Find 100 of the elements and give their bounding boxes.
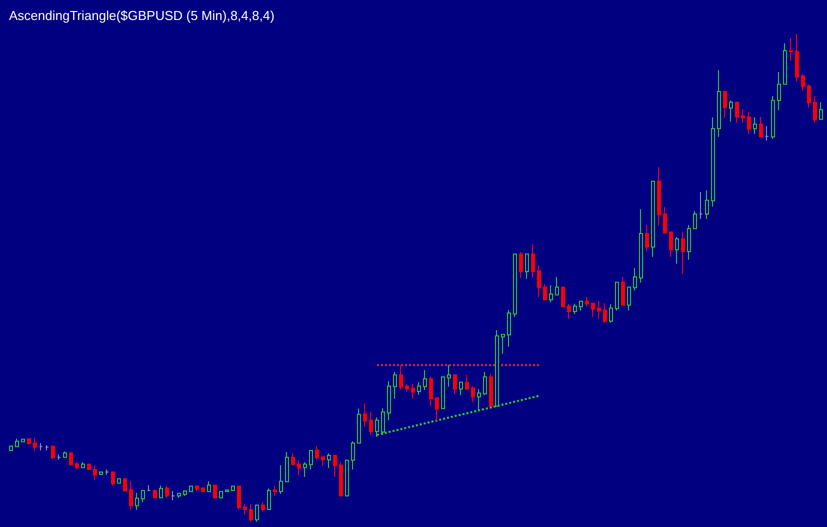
candlestick: [21, 438, 25, 442]
candlestick: [561, 286, 565, 308]
candlestick: [393, 371, 397, 400]
candlestick: [201, 488, 205, 492]
candlestick: [39, 442, 43, 451]
candlestick: [273, 486, 277, 496]
candlestick: [627, 286, 631, 312]
candlestick: [15, 438, 19, 448]
candlestick: [255, 504, 259, 522]
candlestick: [663, 206, 667, 234]
candlestick: [783, 42, 787, 85]
chart-title: AscendingTriangle($GBPUSD (5 Min),8,4,8,4): [9, 8, 274, 23]
candlestick: [759, 116, 763, 138]
candlestick: [363, 402, 367, 428]
candlestick: [27, 438, 31, 444]
candlestick: [153, 490, 157, 498]
candlestick: [819, 102, 823, 120]
candlestick: [657, 166, 661, 226]
candlestick: [423, 370, 427, 391]
candlestick: [555, 276, 559, 296]
candlestick: [351, 440, 355, 470]
candlestick: [303, 462, 307, 478]
candlestick: [345, 460, 349, 496]
candlestick: [243, 504, 247, 515]
candlestick: [567, 304, 571, 320]
candlestick: [669, 232, 673, 258]
candlestick: [609, 304, 613, 324]
candlestick: [429, 376, 433, 407]
candlestick: [141, 490, 145, 503]
candlestick: [183, 490, 187, 496]
candlestick: [633, 268, 637, 292]
candlestick: [441, 376, 445, 410]
candlestick: [159, 485, 163, 498]
candlestick: [675, 236, 679, 264]
candlestick: [771, 95, 775, 140]
candlestick: [699, 192, 703, 220]
candlestick: [111, 471, 115, 486]
candlestick: [129, 480, 133, 510]
candlestick: [213, 484, 217, 500]
candlestick: [117, 478, 121, 484]
candlestick: [189, 486, 193, 492]
candlestick: [33, 437, 37, 451]
candlestick: [501, 334, 505, 354]
candlestick: [705, 190, 709, 220]
candlestick: [723, 91, 727, 118]
candlestick: [747, 112, 751, 134]
candlestick: [51, 446, 55, 460]
candlestick: [207, 480, 211, 492]
candlestick: [327, 452, 331, 469]
candlestick: [621, 276, 625, 306]
candlestick: [465, 374, 469, 391]
candlestick: [399, 364, 403, 390]
candlestick: [483, 371, 487, 396]
candlestick: [81, 462, 85, 468]
candlestick: [69, 452, 73, 466]
candlestick: [63, 450, 67, 458]
candlestick: [765, 126, 769, 142]
candlestick: [687, 224, 691, 260]
candlestick: [237, 486, 241, 510]
candlestick: [105, 469, 109, 476]
candlestick: [147, 484, 151, 491]
candlestick: [735, 102, 739, 124]
candlestick: [171, 490, 175, 501]
candlestick: [711, 116, 715, 208]
candlestick: [807, 84, 811, 108]
candlestick: [489, 373, 493, 407]
candlestick: [219, 490, 223, 498]
candlestick: [693, 210, 697, 230]
candlestick: [531, 244, 535, 278]
candlestick: [285, 451, 289, 482]
candlestick: [513, 253, 517, 318]
candlestick: [753, 116, 757, 134]
candlestick: [165, 485, 169, 498]
candlestick: [297, 460, 301, 476]
candlestick: [369, 411, 373, 436]
candlestick: [279, 464, 283, 494]
candlestick: [315, 446, 319, 460]
candlestick: [45, 444, 49, 451]
candlestick: [261, 502, 265, 512]
candlestick: [333, 454, 337, 478]
candlestick: [195, 484, 199, 492]
candlestick: [801, 73, 805, 92]
candlestick: [519, 252, 523, 278]
candlestick: [573, 303, 577, 314]
candlestick: [357, 408, 361, 444]
candlestick: [177, 492, 181, 498]
candlestick: [99, 471, 103, 475]
candlestick: [717, 70, 721, 138]
candlestick: [339, 462, 343, 496]
candlestick: [681, 232, 685, 274]
candlestick: [525, 253, 529, 280]
candlestick: [387, 380, 391, 421]
candlestick: [123, 478, 127, 492]
candlestick: [267, 488, 271, 510]
candlestick: [411, 384, 415, 400]
candlestick: [447, 364, 451, 388]
candlestick: [777, 72, 781, 111]
candlestick: [543, 284, 547, 300]
candlestick: [579, 300, 583, 312]
candlestick: [639, 208, 643, 284]
